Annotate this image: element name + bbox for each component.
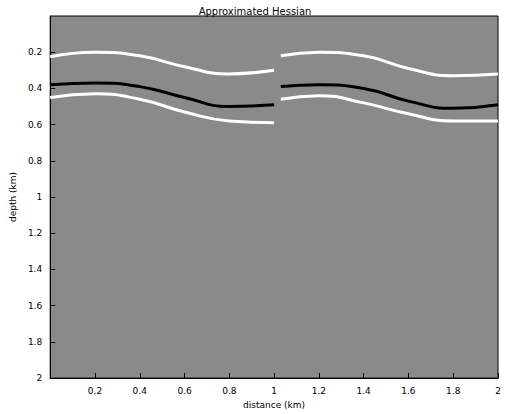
svg-text:1.2: 1.2 — [28, 228, 42, 238]
svg-text:1: 1 — [36, 192, 42, 202]
svg-text:0.8: 0.8 — [222, 386, 237, 396]
svg-text:1.2: 1.2 — [312, 386, 326, 396]
svg-text:distance (km): distance (km) — [243, 400, 305, 410]
svg-text:2: 2 — [36, 373, 42, 383]
svg-text:0.4: 0.4 — [133, 386, 148, 396]
svg-text:0.6: 0.6 — [177, 386, 192, 396]
svg-text:0.2: 0.2 — [28, 47, 42, 57]
svg-text:0.4: 0.4 — [28, 83, 43, 93]
svg-text:0.2: 0.2 — [88, 386, 102, 396]
svg-text:0.6: 0.6 — [28, 120, 43, 130]
svg-text:depth (km): depth (km) — [8, 172, 18, 222]
svg-text:1.4: 1.4 — [28, 264, 43, 274]
svg-text:1.8: 1.8 — [446, 386, 461, 396]
svg-text:1.8: 1.8 — [28, 337, 43, 347]
svg-text:0.8: 0.8 — [28, 156, 43, 166]
svg-text:1: 1 — [271, 386, 277, 396]
svg-text:Approximated Hessian: Approximated Hessian — [199, 6, 312, 17]
svg-text:1.6: 1.6 — [401, 386, 416, 396]
svg-text:2: 2 — [495, 386, 501, 396]
svg-text:1.4: 1.4 — [356, 386, 371, 396]
svg-text:1.6: 1.6 — [28, 301, 43, 311]
